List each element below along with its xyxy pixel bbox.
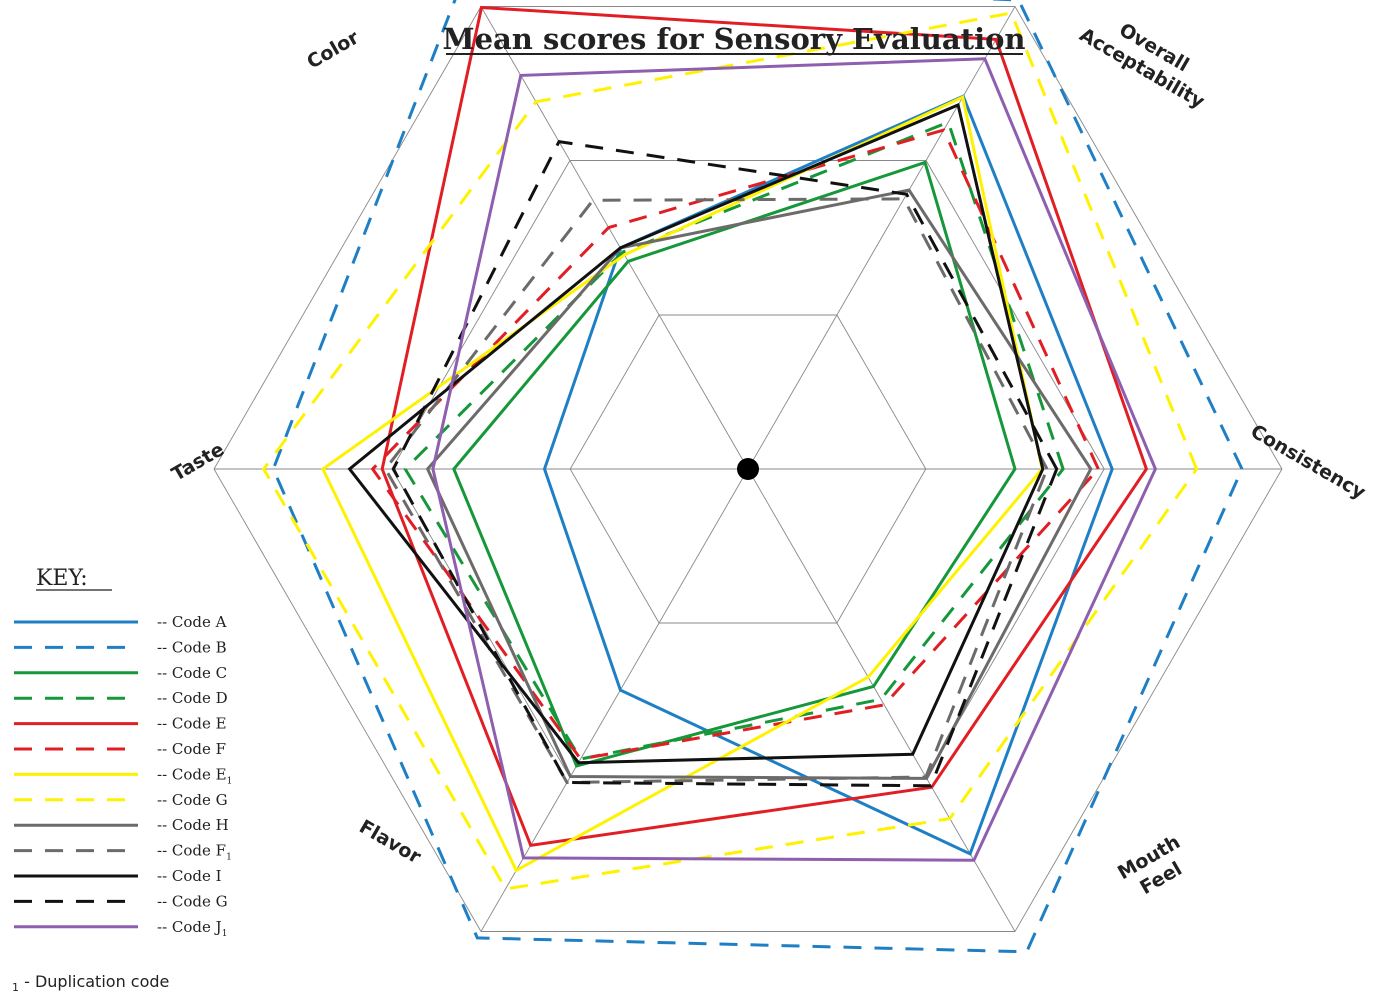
- legend-label: -- Code F1: [157, 842, 232, 863]
- series-polygon--code-b-dashed: [271, 0, 1244, 954]
- series-polygon--code-a: [542, 94, 1114, 856]
- legend-label: -- Code D: [157, 689, 228, 707]
- legend-label-main: -- Code J: [157, 918, 222, 936]
- legend-label: -- Code B: [157, 638, 227, 656]
- legend-items: -- Code A -- Code B -- Code C -- Code D -- C…: [14, 613, 232, 939]
- legend-item: -- Code D: [14, 689, 228, 707]
- grid-ring-1: [569, 314, 927, 624]
- series-polygon--code-d-dashed: [403, 120, 1065, 761]
- legend-label: -- Code F: [157, 740, 226, 758]
- series-polygon--code-e-1: [320, 95, 1044, 873]
- legend-item: -- Code C: [14, 664, 227, 682]
- legend-item: -- Code H: [14, 816, 229, 834]
- legend-item: -- Code B: [14, 638, 227, 656]
- legend-label-main: -- Code E: [157, 715, 227, 733]
- grid-ring-3: [213, 6, 1283, 932]
- legend-label: -- Code G: [157, 791, 228, 809]
- legend-item: -- Code G: [14, 892, 228, 910]
- series-polygon--code-i: [347, 102, 1045, 765]
- axis-label-line: Flavor: [355, 816, 425, 869]
- legend-item: -- Code E1: [14, 765, 232, 786]
- axis-spoke-mouth-feel: [747, 468, 1016, 932]
- legend-label: -- Code I: [157, 867, 222, 885]
- footnote-text: - Duplication code: [19, 972, 169, 991]
- axis-spoke-overall-acceptability: [747, 6, 1016, 470]
- footnote-sub: 1: [12, 981, 19, 992]
- series-polygon--code-f-dashed: [370, 128, 1101, 761]
- axis-spoke-flavor: [480, 468, 749, 932]
- legend-title: KEY:: [36, 566, 88, 591]
- legend-item: -- Code F: [14, 740, 226, 758]
- axis-label-color: Color: [303, 26, 363, 73]
- legend-label-sub: 1: [222, 929, 228, 939]
- legend-label-main: -- Code F: [157, 842, 226, 860]
- legend-label-main: -- Code F: [157, 740, 226, 758]
- legend-label-main: -- Code G: [157, 892, 228, 910]
- legend-item: -- Code I: [14, 867, 222, 885]
- axis-label-line: Consistency: [1247, 420, 1370, 504]
- series-polygon--code-f-1-dashed: [383, 197, 1049, 785]
- legend-label-main: -- Code A: [157, 613, 227, 631]
- legend-label: -- Code H: [157, 816, 229, 834]
- chart-title: Mean scores for Sensory Evaluation: [442, 22, 1025, 56]
- legend-label-main: -- Code H: [157, 816, 229, 834]
- series-polygon--code-g-dashed: [261, 11, 1199, 891]
- legend-item: -- Code G: [14, 791, 228, 809]
- legend-item: -- Code F1: [14, 842, 232, 863]
- legend-label-main: -- Code B: [157, 638, 227, 656]
- legend-item: -- Code E: [14, 715, 227, 733]
- legend-label: -- Code E1: [157, 765, 232, 786]
- legend-label-main: -- Code G: [157, 791, 228, 809]
- footnote: 1 - Duplication code: [12, 972, 169, 992]
- series-polygon--code-c: [452, 160, 1017, 768]
- legend-label: -- Code A: [157, 613, 227, 631]
- legend-label: -- Code C: [157, 664, 227, 682]
- series-polygon--code-j-1: [431, 57, 1158, 862]
- legend-label-sub: 1: [226, 853, 232, 863]
- axis-label-overall-acceptability: OverallAcceptability: [1076, 3, 1221, 113]
- center-dot: [737, 458, 759, 480]
- legend-item: -- Code J1: [14, 918, 227, 939]
- series-polygon--code-h: [425, 188, 1093, 780]
- legend-item: -- Code A: [14, 613, 227, 631]
- legend-label-main: -- Code D: [157, 689, 228, 707]
- axis-label-line: Color: [303, 26, 363, 73]
- axis-spoke-color: [480, 6, 749, 470]
- legend-label: -- Code E: [157, 715, 227, 733]
- axis-label-flavor: Flavor: [355, 816, 425, 869]
- legend-label-main: -- Code I: [157, 867, 222, 885]
- series-layer: [261, 0, 1244, 954]
- axis-label-consistency: Consistency: [1247, 420, 1370, 504]
- radar-grid: [213, 6, 1283, 932]
- legend-label-sub: 1: [227, 776, 233, 786]
- legend: KEY: -- Code A-- Code B-- Code C-- Code …: [14, 566, 232, 939]
- legend-label-main: -- Code E: [157, 765, 227, 783]
- legend-label: -- Code G: [157, 892, 228, 910]
- legend-label: -- Code J1: [157, 918, 227, 939]
- axis-label-mouth-feel: MouthFeel: [1114, 831, 1196, 905]
- series-polygon--code-g-dashed: [391, 139, 1059, 788]
- legend-label-main: -- Code C: [157, 664, 227, 682]
